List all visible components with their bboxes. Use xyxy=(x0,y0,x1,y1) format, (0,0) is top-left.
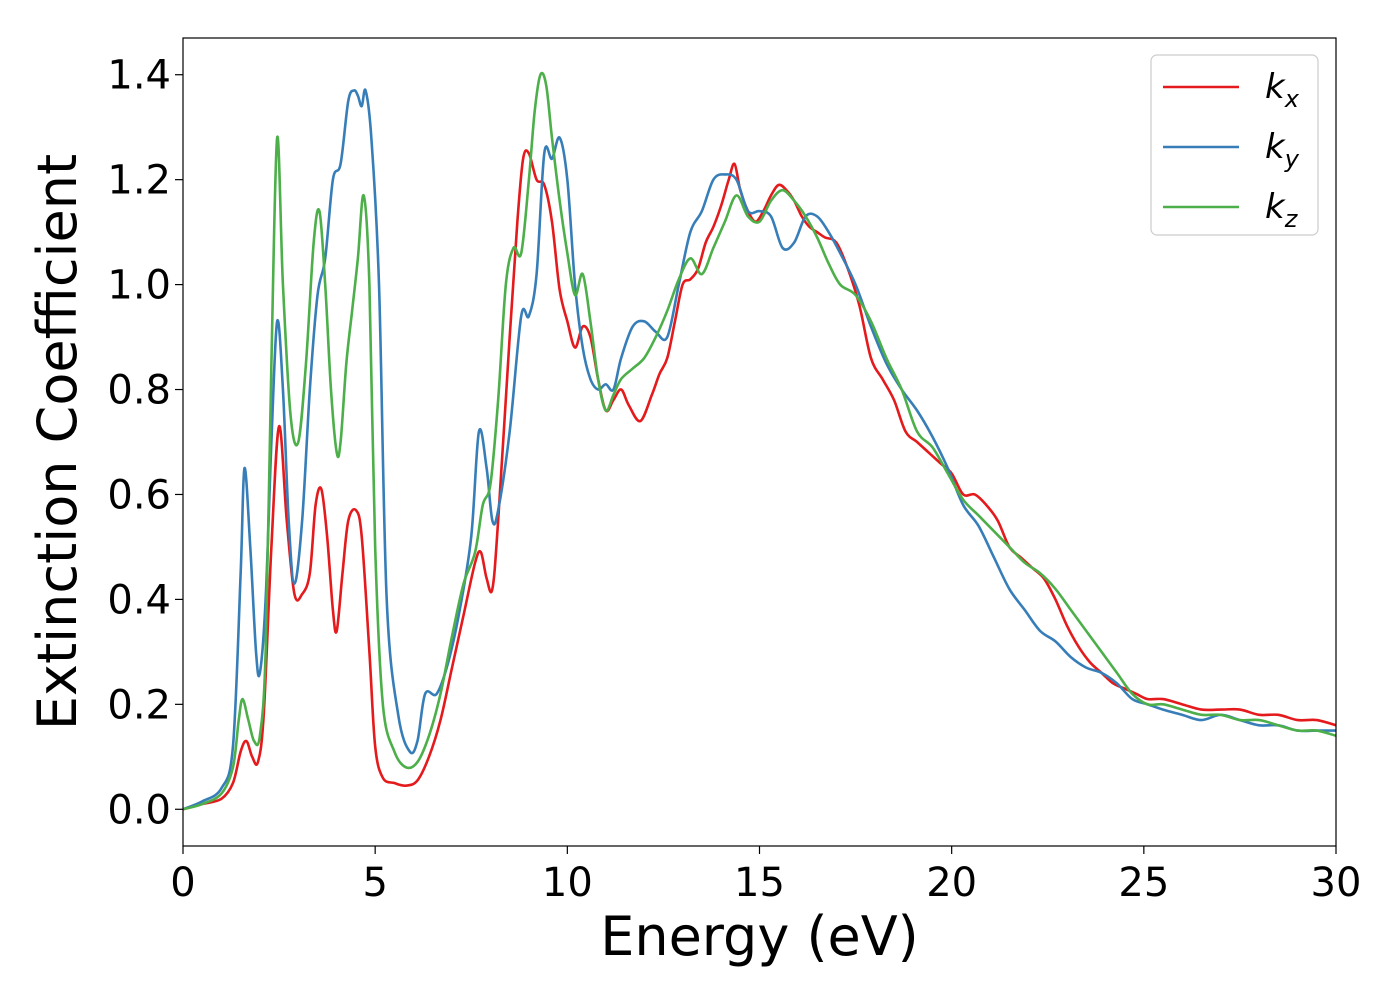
x-axis-title: Energy (eV) xyxy=(600,905,919,968)
y-tick-label: 1.2 xyxy=(107,158,171,204)
legend-label-base: k xyxy=(1265,187,1286,227)
legend-label-subscript: x xyxy=(1284,85,1300,113)
x-tick-label: 5 xyxy=(362,860,387,906)
legend-label: ky xyxy=(1265,127,1300,173)
y-axis-title: Extinction Coefficient xyxy=(26,154,89,730)
y-tick-label: 0.2 xyxy=(107,682,171,728)
y-axis: 0.0 0.2 0.4 0.6 0.8 1.0 1.2 1.4 xyxy=(107,53,183,833)
y-tick-label: 0.0 xyxy=(107,787,171,833)
legend-frame xyxy=(1150,54,1319,236)
y-tick-label: 1.4 xyxy=(107,53,171,99)
legend-label: kx xyxy=(1265,67,1300,113)
x-tick-label: 20 xyxy=(926,860,977,906)
legend-label-base: k xyxy=(1265,67,1286,107)
y-tick-label: 0.6 xyxy=(107,472,171,518)
series-line-ky xyxy=(183,88,1336,811)
x-tick-label: 0 xyxy=(170,860,195,906)
x-axis: 0 5 10 15 20 25 30 xyxy=(170,846,1361,906)
y-tick-label: 1.0 xyxy=(107,263,171,309)
series-line-kz xyxy=(183,71,1336,811)
series-layer xyxy=(183,71,1336,811)
legend-label-base: k xyxy=(1265,127,1286,167)
legend-label-subscript: z xyxy=(1284,205,1299,233)
legend-label: kz xyxy=(1265,187,1299,233)
y-tick-label: 0.4 xyxy=(107,577,171,623)
legend-label-subscript: y xyxy=(1284,145,1300,173)
y-tick-label: 0.8 xyxy=(107,368,171,414)
x-tick-label: 15 xyxy=(734,860,785,906)
x-tick-label: 10 xyxy=(542,860,593,906)
x-tick-label: 30 xyxy=(1311,860,1362,906)
x-tick-label: 25 xyxy=(1118,860,1169,906)
